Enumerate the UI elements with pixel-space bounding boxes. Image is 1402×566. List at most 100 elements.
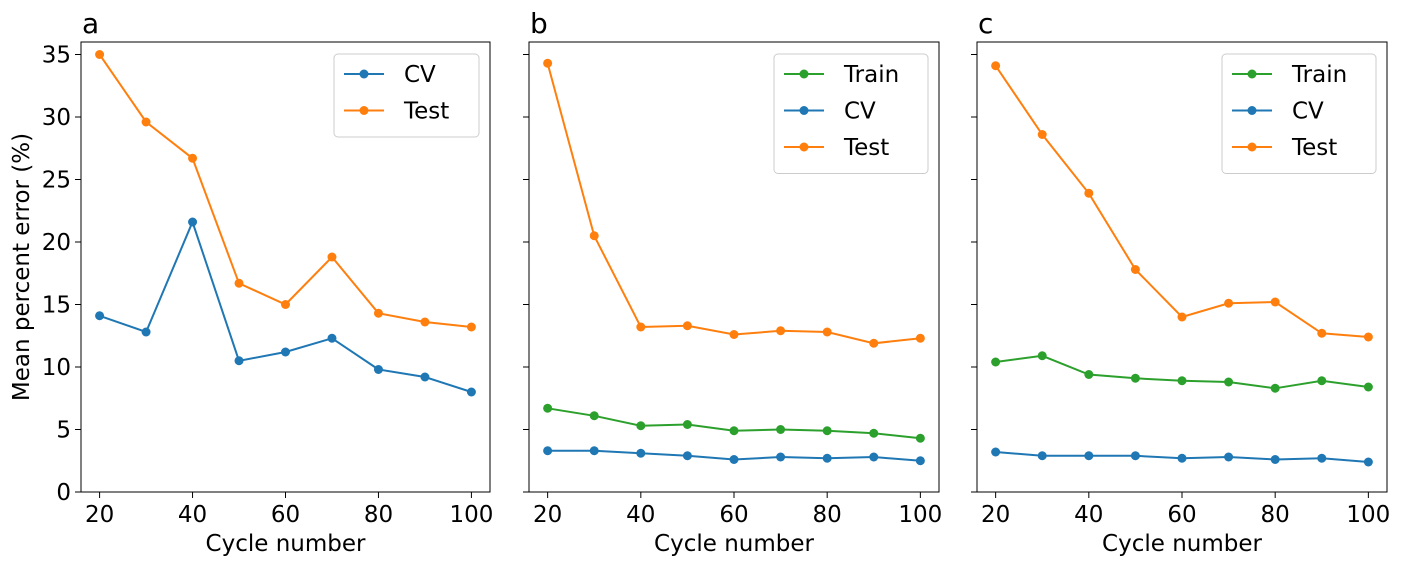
y-tick-label: 10 (42, 355, 71, 381)
series-cv (991, 447, 1373, 467)
panel-label: b (530, 7, 548, 40)
legend: CV Test (333, 53, 480, 138)
x-tick-label: 80 (1261, 502, 1290, 528)
data-point (1177, 312, 1187, 322)
legend-item: Test (1232, 135, 1337, 161)
y-tick-label: 5 (56, 418, 71, 444)
legend-marker (799, 106, 809, 115)
legend-label: Test (403, 99, 449, 125)
data-point (188, 153, 198, 163)
data-point (1270, 297, 1280, 307)
data-point (1317, 453, 1327, 463)
y-tick-label: 0 (56, 480, 71, 506)
data-point (1270, 455, 1280, 464)
x-tick-label: 20 (533, 502, 562, 528)
series-cv (95, 217, 476, 397)
legend: Train CV Test (773, 53, 929, 174)
data-point (589, 231, 599, 241)
x-tick-label: 20 (981, 502, 1010, 528)
x-axis-label: Cycle number (1102, 531, 1262, 557)
data-point (1084, 370, 1094, 379)
data-point (420, 372, 430, 382)
data-point (822, 453, 832, 463)
x-tick-label: 60 (1167, 502, 1196, 528)
data-point (991, 357, 1001, 367)
series-test (543, 58, 925, 348)
data-point (1037, 130, 1047, 139)
legend-item: CV (1232, 99, 1324, 125)
legend-box (773, 53, 929, 174)
legend-label: Train (1291, 62, 1347, 88)
x-tick-label: 80 (813, 502, 842, 528)
legend-item: CV (784, 99, 876, 125)
data-point (636, 421, 646, 431)
x-axis-label: Cycle number (654, 531, 814, 557)
legend-label: CV (1292, 99, 1324, 125)
data-point (869, 338, 879, 348)
data-point (543, 403, 553, 413)
data-point (991, 61, 1001, 71)
series-cv (543, 446, 925, 466)
data-point (915, 456, 925, 466)
legend-item: Test (784, 135, 889, 161)
data-point (95, 50, 105, 59)
data-point (543, 58, 553, 68)
data-point (1317, 328, 1327, 338)
data-point (682, 451, 692, 461)
x-tick-label: 80 (364, 502, 393, 528)
data-point (1224, 377, 1234, 387)
data-point (729, 455, 739, 464)
legend-item: Train (1232, 62, 1347, 88)
data-point (327, 252, 337, 262)
series-train (543, 403, 925, 443)
x-tick-label: 100 (449, 502, 493, 528)
series-test (95, 50, 476, 332)
x-tick-label: 60 (719, 502, 748, 528)
data-point (729, 426, 739, 436)
legend-item: Test (344, 99, 449, 125)
y-tick-label: 20 (42, 230, 71, 256)
data-point (682, 420, 692, 429)
legend-marker (799, 69, 809, 79)
y-tick-label: 25 (42, 168, 71, 194)
legend-label: CV (404, 62, 436, 88)
data-point (1084, 451, 1094, 461)
legend-marker (1247, 142, 1257, 152)
data-point (1363, 457, 1373, 467)
data-point (776, 326, 786, 336)
data-point (1224, 298, 1234, 308)
data-point (1177, 453, 1187, 463)
data-point (1270, 383, 1280, 393)
data-point (1177, 376, 1187, 386)
series-test (991, 61, 1373, 342)
panel-label: a (82, 7, 99, 40)
data-point (95, 311, 105, 321)
data-point (373, 365, 383, 374)
panel-a: a 20 40 60 80 100 0 5 10 15 20 25 30 35 Cycle number Me… (9, 7, 493, 557)
series-train (991, 351, 1373, 393)
data-point (822, 426, 832, 436)
data-point (1130, 451, 1140, 461)
data-point (327, 333, 337, 343)
data-point (589, 446, 599, 456)
data-point (776, 425, 786, 434)
data-point (234, 356, 244, 366)
legend-box (1221, 53, 1377, 174)
x-tick-label: 100 (898, 502, 942, 528)
data-point (1130, 373, 1140, 383)
legend-marker (359, 106, 369, 115)
legend-item: CV (344, 62, 436, 88)
legend-marker (1247, 106, 1257, 115)
x-tick-label: 60 (271, 502, 300, 528)
legend: Train CV Test (1221, 53, 1377, 174)
legend-marker (1247, 69, 1257, 79)
legend-label: Test (1291, 135, 1337, 161)
data-point (281, 300, 290, 309)
x-axis-label: Cycle number (206, 531, 366, 557)
y-tick-label: 35 (42, 43, 71, 69)
x-tick-label: 40 (1074, 502, 1103, 528)
data-point (1037, 451, 1047, 461)
data-point (234, 278, 244, 288)
data-point (1224, 452, 1234, 462)
data-point (822, 327, 832, 337)
